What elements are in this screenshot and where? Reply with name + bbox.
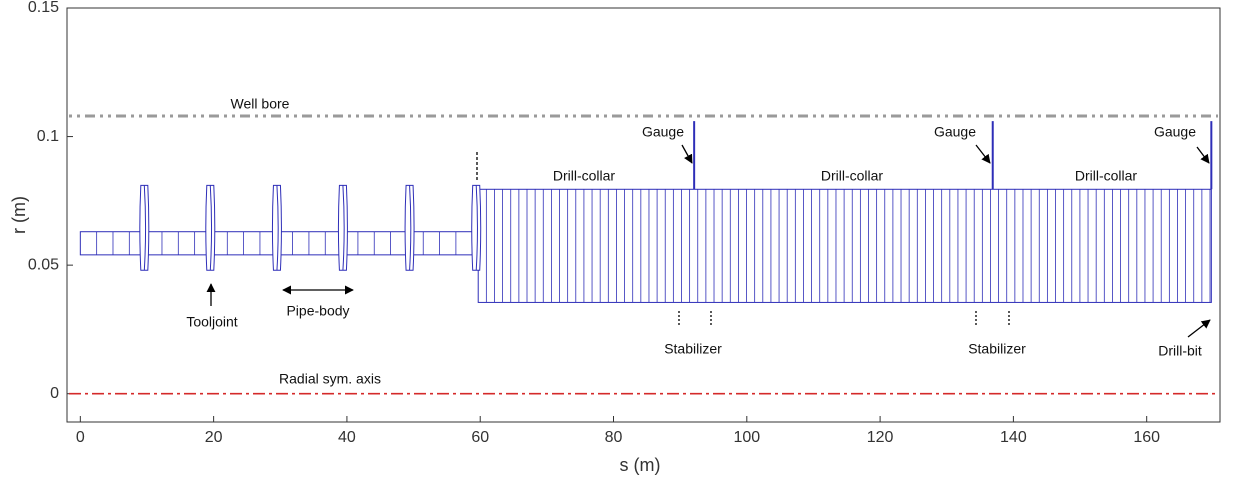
tooljoint-label: Tooljoint [186, 314, 237, 330]
gauge-label: Gauge [642, 124, 684, 140]
tooljoint [271, 184, 282, 271]
pipe-body-label: Pipe-body [286, 303, 349, 319]
collar-label: Drill-collar [821, 168, 884, 184]
gauge-arrow [975, 144, 991, 164]
x-axis-label: s (m) [620, 455, 661, 475]
y-tick-label: 0 [50, 385, 59, 402]
tooljoint [404, 184, 415, 271]
x-tick-label: 0 [76, 429, 85, 446]
x-tick-label: 160 [1133, 429, 1160, 446]
tooljoint [471, 184, 482, 271]
x-tick-label: 60 [471, 429, 489, 446]
x-tick-label: 80 [605, 429, 623, 446]
x-tick-label: 40 [338, 429, 356, 446]
x-tick-label: 20 [205, 429, 223, 446]
stabilizer-label: Stabilizer [968, 341, 1026, 357]
drill-bit-arrow [1187, 319, 1211, 338]
gauge-label: Gauge [1154, 124, 1196, 140]
x-tick-label: 100 [733, 429, 760, 446]
plot-frame [66, 7, 1221, 423]
gauge-label: Gauge [934, 124, 976, 140]
drill-collar [477, 188, 1212, 303]
tooljoint [205, 184, 216, 271]
stabilizer-label: Stabilizer [664, 341, 722, 357]
tooljoint [337, 184, 348, 271]
sym-axis-label: Radial sym. axis [279, 370, 381, 386]
x-tick-label: 140 [1000, 429, 1027, 446]
gauge-arrow [1196, 146, 1210, 164]
y-tick-label: 0.15 [28, 0, 59, 16]
y-tick-label: 0.1 [37, 128, 59, 145]
x-tick-label: 120 [867, 429, 894, 446]
y-tick-label: 0.05 [28, 256, 59, 273]
tooljoint [139, 184, 150, 271]
collar-label: Drill-collar [1075, 168, 1138, 184]
well-bore-label: Well bore [231, 96, 290, 112]
y-axis-label: r (m) [9, 196, 29, 234]
gauge-arrow [681, 144, 693, 164]
collar-label: Drill-collar [553, 168, 616, 184]
drill-bit-label: Drill-bit [1158, 343, 1202, 359]
